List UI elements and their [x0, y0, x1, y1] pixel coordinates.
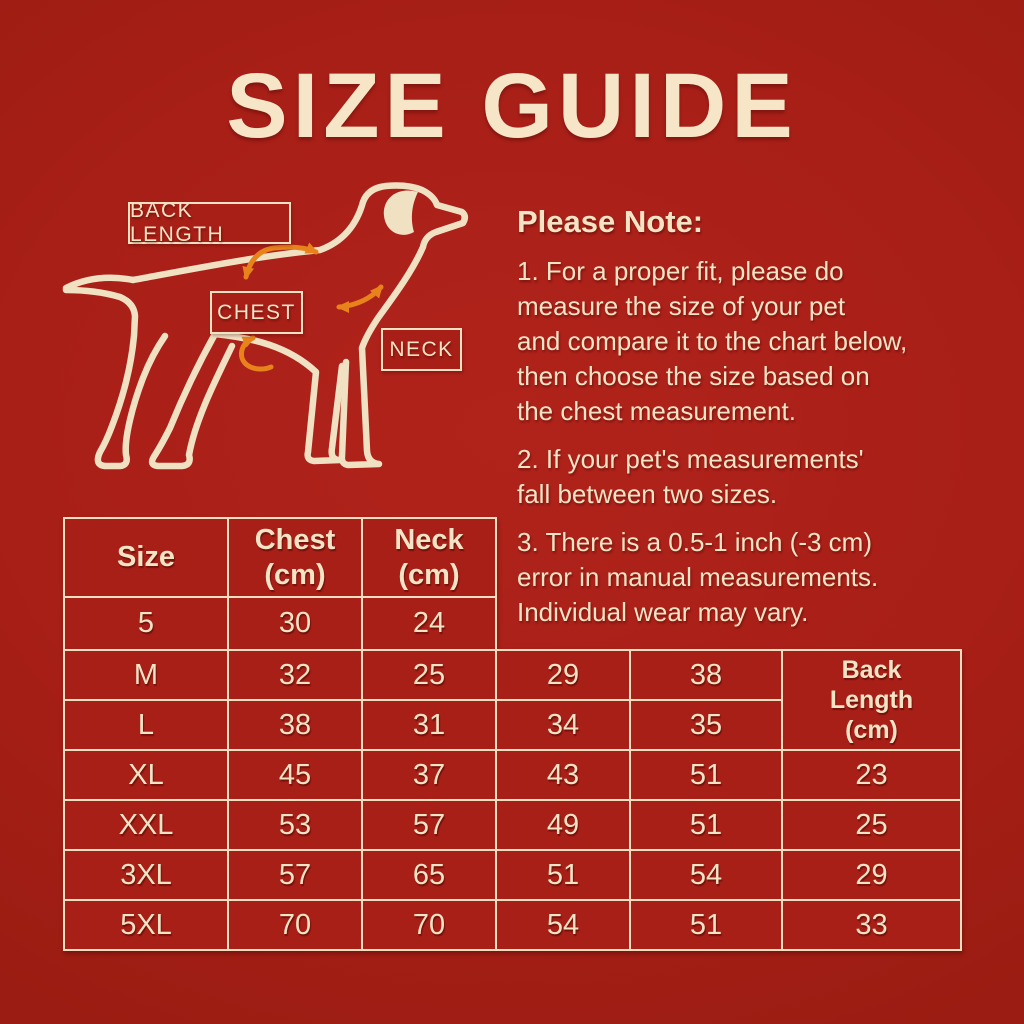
table-cell-col5: 38 — [631, 651, 781, 699]
table-cell-size: XXL — [65, 801, 227, 849]
table-cell-col5: 51 — [631, 751, 781, 799]
note-item-3: 3. There is a 0.5-1 inch (-3 cm) error i… — [517, 527, 879, 627]
table-cell-size: L — [65, 701, 227, 749]
table-cell-col5: 35 — [631, 701, 781, 749]
table-cell-chest: 53 — [229, 801, 361, 849]
table-cell-col4: 29 — [497, 651, 629, 699]
page-title: SIZE GUIDE — [226, 55, 798, 157]
table-cell-size: M — [65, 651, 227, 699]
col-header-back-length: Back Length (cm) — [783, 651, 960, 749]
table-cell-size: 5XL — [65, 901, 227, 949]
neck-label-text: NECK — [389, 337, 454, 361]
neck-label: NECK — [381, 328, 462, 371]
table-cell-col5: 51 — [631, 801, 781, 849]
note-heading: Please Note: — [517, 204, 704, 239]
table-cell-col4: 54 — [497, 901, 629, 949]
table-cell-neck: 31 — [363, 701, 495, 749]
table-cell-back: 23 — [783, 751, 960, 799]
back-length-label-text: BACK LENGTH — [130, 199, 225, 246]
table-cell-chest: 38 — [229, 701, 361, 749]
table-cell-chest: 32 — [229, 651, 361, 699]
measure-arrow-chest — [239, 335, 274, 372]
dog-ear-icon — [383, 190, 418, 235]
table-cell-neck: 25 — [363, 651, 495, 699]
table-cell-neck: 37 — [363, 751, 495, 799]
col-header-size: Size — [65, 519, 227, 596]
dog-outline-illustration — [62, 182, 468, 470]
note-item-2: 2. If your pet's measurements' fall betw… — [517, 444, 864, 509]
please-note-section: Please Note: 1. For a proper fit, please… — [517, 204, 1017, 643]
table-cell-size: 5 — [65, 598, 227, 649]
table-cell-col4: 49 — [497, 801, 629, 849]
table-cell-chest: 57 — [229, 851, 361, 899]
table-cell-col5: 54 — [631, 851, 781, 899]
table-cell-size: 3XL — [65, 851, 227, 899]
table-cell-col5: 51 — [631, 901, 781, 949]
table-cell-neck: 70 — [363, 901, 495, 949]
table-cell-chest: 30 — [229, 598, 361, 649]
table-cell-col4: 51 — [497, 851, 629, 899]
size-table-top: Size Chest (cm) Neck (cm) 5 30 24 — [63, 517, 497, 651]
table-cell-chest: 70 — [229, 901, 361, 949]
col-header-neck: Neck (cm) — [363, 519, 495, 596]
table-cell-neck: 24 — [363, 598, 495, 649]
table-cell-back: 29 — [783, 851, 960, 899]
table-cell-col4: 34 — [497, 701, 629, 749]
chest-label: CHEST — [210, 291, 303, 334]
col-header-chest: Chest (cm) — [229, 519, 361, 596]
table-cell-back: 25 — [783, 801, 960, 849]
table-cell-back: 33 — [783, 901, 960, 949]
back-length-label: BACK LENGTH — [128, 199, 291, 246]
note-item-1: 1. For a proper fit, please do measure t… — [517, 256, 908, 426]
table-cell-neck: 57 — [363, 801, 495, 849]
table-cell-neck: 65 — [363, 851, 495, 899]
table-cell-chest: 45 — [229, 751, 361, 799]
table-cell-size: XL — [65, 751, 227, 799]
measure-arrow-back-length — [242, 242, 319, 280]
chest-label-text: CHEST — [217, 300, 296, 324]
measure-arrow-neck — [336, 284, 384, 313]
size-table-main: Back Length (cm) M 32 25 29 38 L 38 31 3… — [63, 649, 962, 951]
table-cell-col4: 43 — [497, 751, 629, 799]
